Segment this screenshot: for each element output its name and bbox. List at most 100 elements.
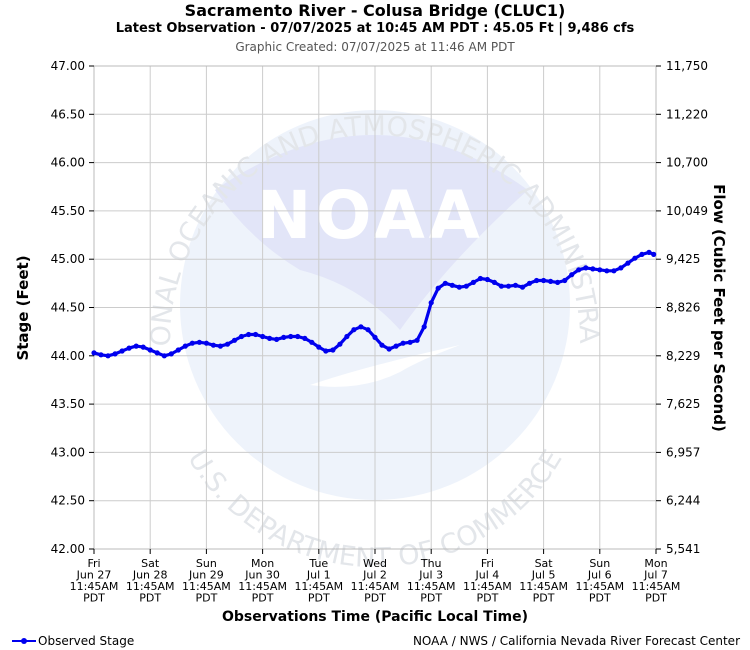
- x-tick-label: Fri Jul 4 11:45AM PDT: [463, 557, 512, 605]
- data-point: [260, 333, 266, 340]
- data-point: [651, 251, 657, 257]
- data-point: [512, 282, 519, 288]
- data-point: [534, 277, 540, 284]
- noaa-watermark-logo: NOAA: [256, 177, 484, 254]
- x-tick-label-line: Sun: [196, 557, 217, 570]
- data-point: [597, 267, 603, 273]
- legend-swatch: [12, 635, 36, 647]
- y-right-tick-label: 6,244: [666, 494, 700, 508]
- chart-title: Sacramento River - Colusa Bridge (CLUC1): [184, 1, 566, 20]
- x-tick-label-line: Jun 29: [188, 569, 224, 582]
- data-point: [632, 255, 638, 261]
- data-point: [168, 351, 174, 357]
- x-tick-label-line: PDT: [252, 592, 274, 605]
- y-tick-label: 45.50: [51, 204, 85, 218]
- right-y-axis-label: Flow (Cubic Feet per Second): [710, 184, 728, 432]
- x-tick-label: Sun Jul 6 11:45AM PDT: [575, 557, 624, 605]
- x-tick-label-line: Jul 7: [643, 569, 668, 582]
- x-tick-label-line: PDT: [589, 592, 611, 605]
- data-point: [119, 348, 125, 354]
- data-point: [562, 277, 568, 284]
- x-tick-label-line: PDT: [533, 592, 555, 605]
- x-tick-label-line: Sun: [589, 557, 610, 570]
- data-point: [548, 278, 554, 284]
- data-point: [175, 347, 181, 353]
- data-point: [210, 342, 216, 348]
- data-point: [477, 275, 483, 282]
- data-point: [400, 340, 406, 346]
- y-right-tick-label: 11,220: [666, 107, 708, 121]
- data-point: [449, 282, 455, 288]
- x-tick-label-line: PDT: [83, 592, 105, 605]
- x-tick-label-line: Jun 28: [132, 569, 168, 582]
- data-point: [344, 333, 350, 340]
- data-point: [267, 335, 273, 341]
- data-point: [491, 279, 497, 285]
- data-point: [126, 345, 132, 351]
- data-point: [337, 341, 343, 347]
- data-point: [358, 324, 364, 330]
- data-point: [646, 249, 652, 255]
- x-tick-label-line: Fri: [87, 557, 100, 570]
- data-point: [470, 279, 476, 285]
- x-tick-label-line: Tue: [308, 557, 328, 570]
- y-right-tick-label: 6,957: [666, 445, 700, 459]
- data-point: [379, 342, 385, 348]
- data-point: [484, 276, 490, 283]
- y-tick-label: 42.00: [51, 542, 85, 556]
- x-tick-label-line: Thu: [420, 557, 442, 570]
- data-point: [421, 324, 427, 330]
- data-point: [112, 351, 118, 357]
- data-point: [442, 280, 448, 286]
- y-right-tick-label: 5,541: [666, 542, 700, 556]
- data-point: [203, 340, 209, 346]
- data-point: [498, 283, 504, 289]
- data-point: [323, 348, 329, 354]
- data-point: [463, 283, 469, 289]
- x-tick-label: Mon Jun 30 11:45AM PDT: [238, 557, 287, 605]
- y-tick-label: 43.50: [51, 397, 85, 411]
- x-tick-label-line: 11:45AM: [351, 580, 400, 593]
- y-right-tick-label: 8,826: [666, 301, 700, 315]
- x-tick-label: Thu Jul 3 11:45AM PDT: [407, 557, 456, 605]
- noaa-watermark-bird: [215, 135, 528, 330]
- data-point: [133, 343, 139, 349]
- source-credit: NOAA / NWS / California Nevada River For…: [412, 634, 740, 648]
- x-tick-label-line: PDT: [364, 592, 386, 605]
- data-point: [505, 283, 512, 289]
- legend-label: Observed Stage: [38, 634, 135, 648]
- y-tick-label: 43.00: [51, 445, 85, 459]
- x-tick-label-line: 11:45AM: [407, 580, 456, 593]
- x-tick-label: Mon Jul 7 11:45AM PDT: [632, 557, 681, 605]
- x-tick-label-line: PDT: [645, 592, 667, 605]
- data-point: [365, 327, 371, 333]
- y-axis-label: Stage (Feet): [14, 255, 32, 360]
- chart-grid: [93, 65, 657, 550]
- data-point: [519, 284, 526, 290]
- x-tick-label-line: Jul 3: [418, 569, 443, 582]
- y-right-tick-label: 10,700: [666, 156, 708, 170]
- x-tick-label-line: Jul 4: [475, 569, 500, 582]
- y-right-tick-label: 10,049: [666, 204, 708, 218]
- graphic-created-note: Graphic Created: 07/07/2025 at 11:46 AM …: [235, 40, 515, 54]
- data-point: [526, 280, 533, 286]
- data-point: [386, 346, 392, 352]
- data-point: [372, 334, 378, 340]
- right-y-axis: 5,541 6,244 6,957 7,625 8,229 8,826 9,425 10,04…: [656, 59, 708, 556]
- data-point: [393, 343, 399, 349]
- data-point: [161, 353, 167, 359]
- data-point: [330, 347, 336, 353]
- observed-stage-series: [91, 249, 657, 359]
- data-point: [140, 344, 146, 350]
- x-tick-label-line: PDT: [420, 592, 442, 605]
- data-point: [590, 266, 596, 272]
- data-point: [98, 352, 104, 358]
- x-axis-label: Observations Time (Pacific Local Time): [222, 609, 528, 625]
- data-point: [224, 341, 231, 347]
- x-tick-label: Tue Jul 1 11:45AM PDT: [294, 557, 343, 605]
- data-point: [238, 333, 245, 340]
- x-tick-label-line: 11:45AM: [126, 580, 175, 593]
- data-point: [639, 251, 645, 257]
- x-tick-label-line: Jul 6: [587, 569, 612, 582]
